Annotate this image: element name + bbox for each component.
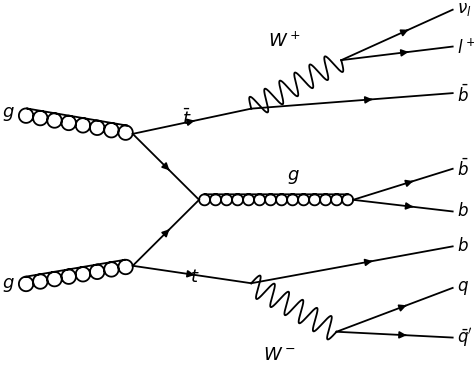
Text: $\bar{q}'$: $\bar{q}'$ (457, 326, 473, 349)
Text: $\bar{b}$: $\bar{b}$ (457, 158, 469, 180)
Text: $l^+$: $l^+$ (457, 39, 474, 58)
Text: $g$: $g$ (287, 168, 300, 185)
Text: $\nu_l$: $\nu_l$ (457, 1, 472, 18)
Text: $W^-$: $W^-$ (263, 346, 296, 364)
Text: $g$: $g$ (2, 106, 15, 123)
Text: $g$: $g$ (2, 276, 15, 294)
Text: $t$: $t$ (190, 268, 199, 286)
Text: $\bar{b}$: $\bar{b}$ (457, 84, 469, 106)
Text: $b$: $b$ (457, 203, 469, 220)
Text: $b$: $b$ (457, 237, 469, 255)
Text: $q$: $q$ (457, 279, 469, 297)
Text: $\bar{t}$: $\bar{t}$ (182, 108, 192, 129)
Text: $W^+$: $W^+$ (268, 31, 301, 50)
